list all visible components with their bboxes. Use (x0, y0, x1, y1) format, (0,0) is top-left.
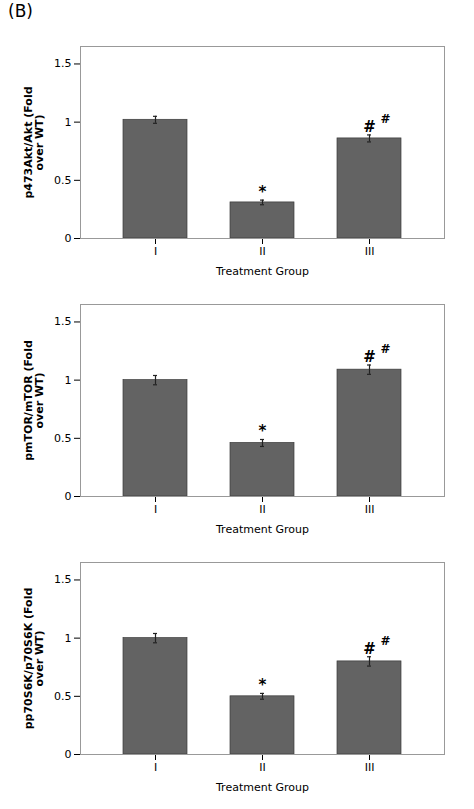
svg-text:Treatment Group: Treatment Group (215, 265, 309, 278)
svg-text:#: # (380, 634, 390, 648)
svg-text:*: * (259, 422, 267, 440)
svg-text:1.5: 1.5 (54, 57, 72, 70)
svg-text:pp70S6K/p70S6K (Foldover WT): pp70S6K/p70S6K (Foldover WT) (22, 588, 46, 730)
svg-text:III: III (365, 245, 375, 258)
svg-text:pmTOR/mTOR (Foldover WT): pmTOR/mTOR (Foldover WT) (22, 340, 46, 461)
svg-text:#: # (380, 342, 390, 356)
svg-text:I: I (154, 245, 157, 258)
svg-text:#: # (363, 640, 376, 658)
svg-text:I: I (154, 503, 157, 516)
svg-text:II: II (259, 761, 266, 774)
svg-text:III: III (365, 503, 375, 516)
svg-text:1: 1 (65, 374, 72, 387)
svg-text:I: I (154, 761, 157, 774)
svg-text:III: III (365, 761, 375, 774)
svg-text:1.5: 1.5 (54, 573, 72, 586)
svg-text:0.5: 0.5 (54, 174, 72, 187)
svg-text:1: 1 (65, 632, 72, 645)
svg-text:#: # (363, 348, 376, 366)
svg-text:#: # (363, 118, 376, 136)
svg-text:Treatment Group: Treatment Group (215, 781, 309, 794)
svg-text:0: 0 (65, 748, 72, 761)
svg-text:0: 0 (65, 232, 72, 245)
svg-text:0.5: 0.5 (54, 690, 72, 703)
svg-text:II: II (259, 503, 266, 516)
svg-text:1: 1 (65, 116, 72, 129)
svg-text:*: * (259, 676, 267, 694)
svg-text:II: II (259, 245, 266, 258)
svg-text:*: * (259, 183, 267, 201)
html-text:(B): (B) (8, 1, 33, 21)
svg-text:Treatment Group: Treatment Group (215, 523, 309, 536)
svg-text:#: # (380, 112, 390, 126)
svg-text:0: 0 (65, 490, 72, 503)
svg-text:0.5: 0.5 (54, 432, 72, 445)
svg-text:1.5: 1.5 (54, 315, 72, 328)
svg-text:p473Akt/Akt (Foldover WT): p473Akt/Akt (Foldover WT) (22, 86, 46, 198)
